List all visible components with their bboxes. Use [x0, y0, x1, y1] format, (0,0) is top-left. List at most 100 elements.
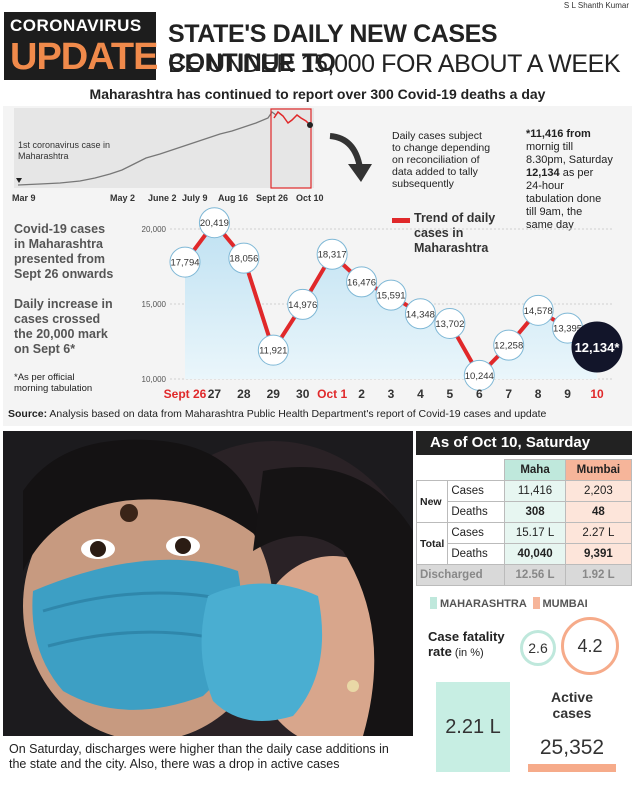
data-point	[228, 242, 260, 274]
photo-caption: On Saturday, discharges were higher than…	[3, 738, 413, 784]
label-discharged: Discharged	[415, 564, 506, 586]
mini-chart-bg	[14, 108, 314, 188]
data-label: 13,395	[553, 324, 582, 335]
source-text: Analysis based on data from Maharashtra …	[47, 408, 547, 420]
data-label: 11,921	[259, 346, 287, 357]
first-case-marker-icon	[16, 178, 22, 183]
cfr-maha: 2.6	[520, 630, 556, 666]
new-deaths-mumbai: 48	[564, 501, 633, 523]
tag-top: CORONAVIRUS	[10, 16, 142, 35]
col-maha: Maha	[504, 459, 566, 481]
mini-axis-label: May 2	[110, 193, 135, 203]
data-point	[404, 298, 436, 330]
label-deaths: Deaths	[447, 543, 506, 565]
x-tick-label: 2	[358, 387, 365, 401]
left-note-3: *As per official morning tabulation	[14, 372, 93, 394]
credit: S L Shanth Kumar	[563, 1, 629, 10]
mini-highlight-box	[270, 108, 312, 189]
mini-axis-label: Oct 10	[296, 193, 324, 203]
data-label: 18,056	[229, 254, 258, 265]
stats-panel: As of Oct 10, Saturday Maha Mumbai New C…	[415, 431, 633, 784]
data-label: 12,134*	[575, 340, 621, 355]
headline-1: STATE'S DAILY NEW CASES CONTINUE TO	[168, 20, 498, 77]
total-cases-maha: 15.17 L	[504, 522, 566, 544]
discharged-maha: 12.56 L	[504, 564, 566, 586]
data-point	[375, 279, 407, 311]
data-label: 10,244	[465, 371, 494, 382]
active-label: Active cases	[550, 689, 594, 721]
x-tick-label: 29	[267, 387, 281, 401]
x-tick-label: Sept 26	[164, 387, 207, 401]
data-point	[493, 329, 525, 361]
data-label: 16,476	[347, 277, 376, 288]
left-note-1: Covid-19 cases in Maharashtra presented fr…	[14, 222, 114, 281]
mini-trend-line	[17, 111, 277, 186]
data-label: 13,702	[435, 319, 464, 330]
total-deaths-mumbai: 9,391	[564, 543, 633, 565]
total-cases-mumbai: 2.27 L	[564, 522, 633, 544]
x-tick-label: 27	[208, 387, 222, 401]
headline-2: BE UNDER 15,000 FOR ABOUT A WEEK	[168, 50, 621, 78]
legend-swatch	[392, 218, 410, 223]
x-tick-label: 6	[476, 387, 483, 401]
stats-title: As of Oct 10, Saturday	[416, 431, 632, 455]
data-label: 20,419	[200, 218, 229, 229]
data-label: 18,317	[318, 250, 347, 261]
active-maha: 2.21 L	[436, 682, 510, 772]
arrow-head-icon	[348, 164, 372, 182]
y-tick-label: 10,000	[142, 375, 167, 384]
data-point	[522, 294, 554, 326]
active-mumbai-bar	[528, 764, 616, 772]
row-new: New	[415, 480, 449, 523]
footnote-note: *11,416 from mornig till 8.30pm, Saturday …	[526, 128, 613, 231]
mini-annotation-1: 1st coronavirus case in	[18, 140, 110, 150]
x-tick-label: 4	[417, 387, 424, 401]
arrow-icon	[329, 133, 363, 169]
data-point	[346, 266, 378, 298]
region-legend: MAHARASHTRA MUMBAI	[430, 597, 588, 610]
mini-axis-label: Aug 16	[218, 193, 248, 203]
source-line: Source: Analysis based on data from Maha…	[8, 408, 546, 420]
cfr-label: Case fatality rate (in %)	[428, 629, 505, 659]
header: CORONAVIRUS UPDATE STATE'S DAILY NEW CAS…	[4, 12, 630, 80]
mumbai-swatch	[532, 597, 540, 609]
mini-axis-label: Mar 9	[12, 193, 36, 203]
total-deaths-maha: 40,040	[504, 543, 566, 565]
x-tick-label: 28	[237, 387, 251, 401]
daily-cases-chart: 20,000 15,000 10,000 17,794 20,419 18,056 11,…	[142, 207, 623, 401]
chart-subtitle: Maharashtra has continued to report over…	[89, 86, 546, 102]
data-label: 12,258	[494, 341, 523, 352]
data-label: 14,976	[288, 300, 317, 311]
new-cases-mumbai: 2,203	[564, 480, 633, 502]
photo-illustration	[3, 431, 413, 736]
x-tick-label: Oct 1	[317, 387, 347, 401]
label-deaths: Deaths	[447, 501, 506, 523]
x-tick-label: 7	[505, 387, 512, 401]
data-point	[257, 334, 289, 366]
data-label: 17,794	[170, 258, 199, 269]
data-label: 14,348	[406, 309, 435, 320]
y-tick-label: 20,000	[142, 225, 167, 234]
label-cases: Cases	[447, 522, 506, 544]
data-point	[169, 246, 201, 278]
y-tick-label: 15,000	[142, 300, 167, 309]
mini-axis-label: July 9	[182, 193, 208, 203]
x-tick-label: 10	[590, 387, 604, 401]
data-point	[463, 359, 495, 391]
x-tick-label: 30	[296, 387, 310, 401]
mini-highlight-line	[273, 110, 311, 126]
data-point	[434, 307, 466, 339]
mini-end-dot	[307, 122, 313, 128]
mini-trend-chart: 1st coronavirus case in Maharashtra Mar …	[12, 108, 372, 203]
tag-bottom: UPDATE	[10, 36, 158, 78]
x-tick-label: 3	[388, 387, 395, 401]
data-point	[316, 238, 348, 270]
data-label: 14,578	[524, 306, 553, 317]
mini-annotation-2: Maharashtra	[18, 151, 69, 161]
data-point	[571, 321, 623, 373]
data-point	[287, 288, 319, 320]
photo-mother-child-masks	[3, 431, 413, 736]
data-label: 15,591	[376, 291, 405, 302]
col-mumbai: Mumbai	[564, 459, 633, 481]
active-mumbai: 25,352	[539, 736, 605, 759]
